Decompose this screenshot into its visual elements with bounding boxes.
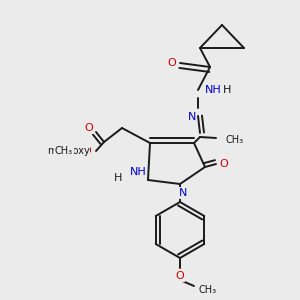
Text: NH: NH xyxy=(130,167,146,177)
Text: N: N xyxy=(188,112,196,122)
Text: O: O xyxy=(85,123,93,133)
Text: O: O xyxy=(176,271,184,281)
Text: NH: NH xyxy=(205,85,222,95)
Text: O: O xyxy=(82,146,91,156)
Text: CH₃: CH₃ xyxy=(55,146,73,156)
Text: O: O xyxy=(168,58,176,68)
Text: N: N xyxy=(179,188,187,198)
Text: CH₃: CH₃ xyxy=(199,285,217,295)
Text: H: H xyxy=(114,173,122,183)
Text: CH₃: CH₃ xyxy=(226,135,244,145)
Text: methoxy: methoxy xyxy=(46,146,89,156)
Text: H: H xyxy=(223,85,231,95)
Text: O: O xyxy=(220,159,228,169)
